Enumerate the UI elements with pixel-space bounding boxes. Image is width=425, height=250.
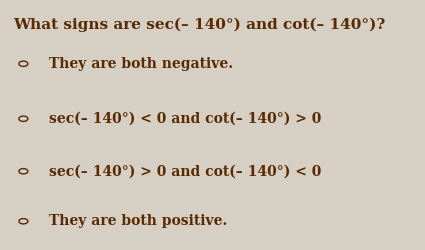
Text: sec(– 140°) < 0 and cot(– 140°) > 0: sec(– 140°) < 0 and cot(– 140°) > 0	[49, 112, 321, 126]
Text: sec(– 140°) > 0 and cot(– 140°) < 0: sec(– 140°) > 0 and cot(– 140°) < 0	[49, 164, 321, 178]
Text: What signs are sec(– 140°) and cot(– 140°)?: What signs are sec(– 140°) and cot(– 140…	[13, 18, 385, 32]
Text: They are both positive.: They are both positive.	[49, 214, 227, 228]
Text: They are both negative.: They are both negative.	[49, 57, 233, 71]
